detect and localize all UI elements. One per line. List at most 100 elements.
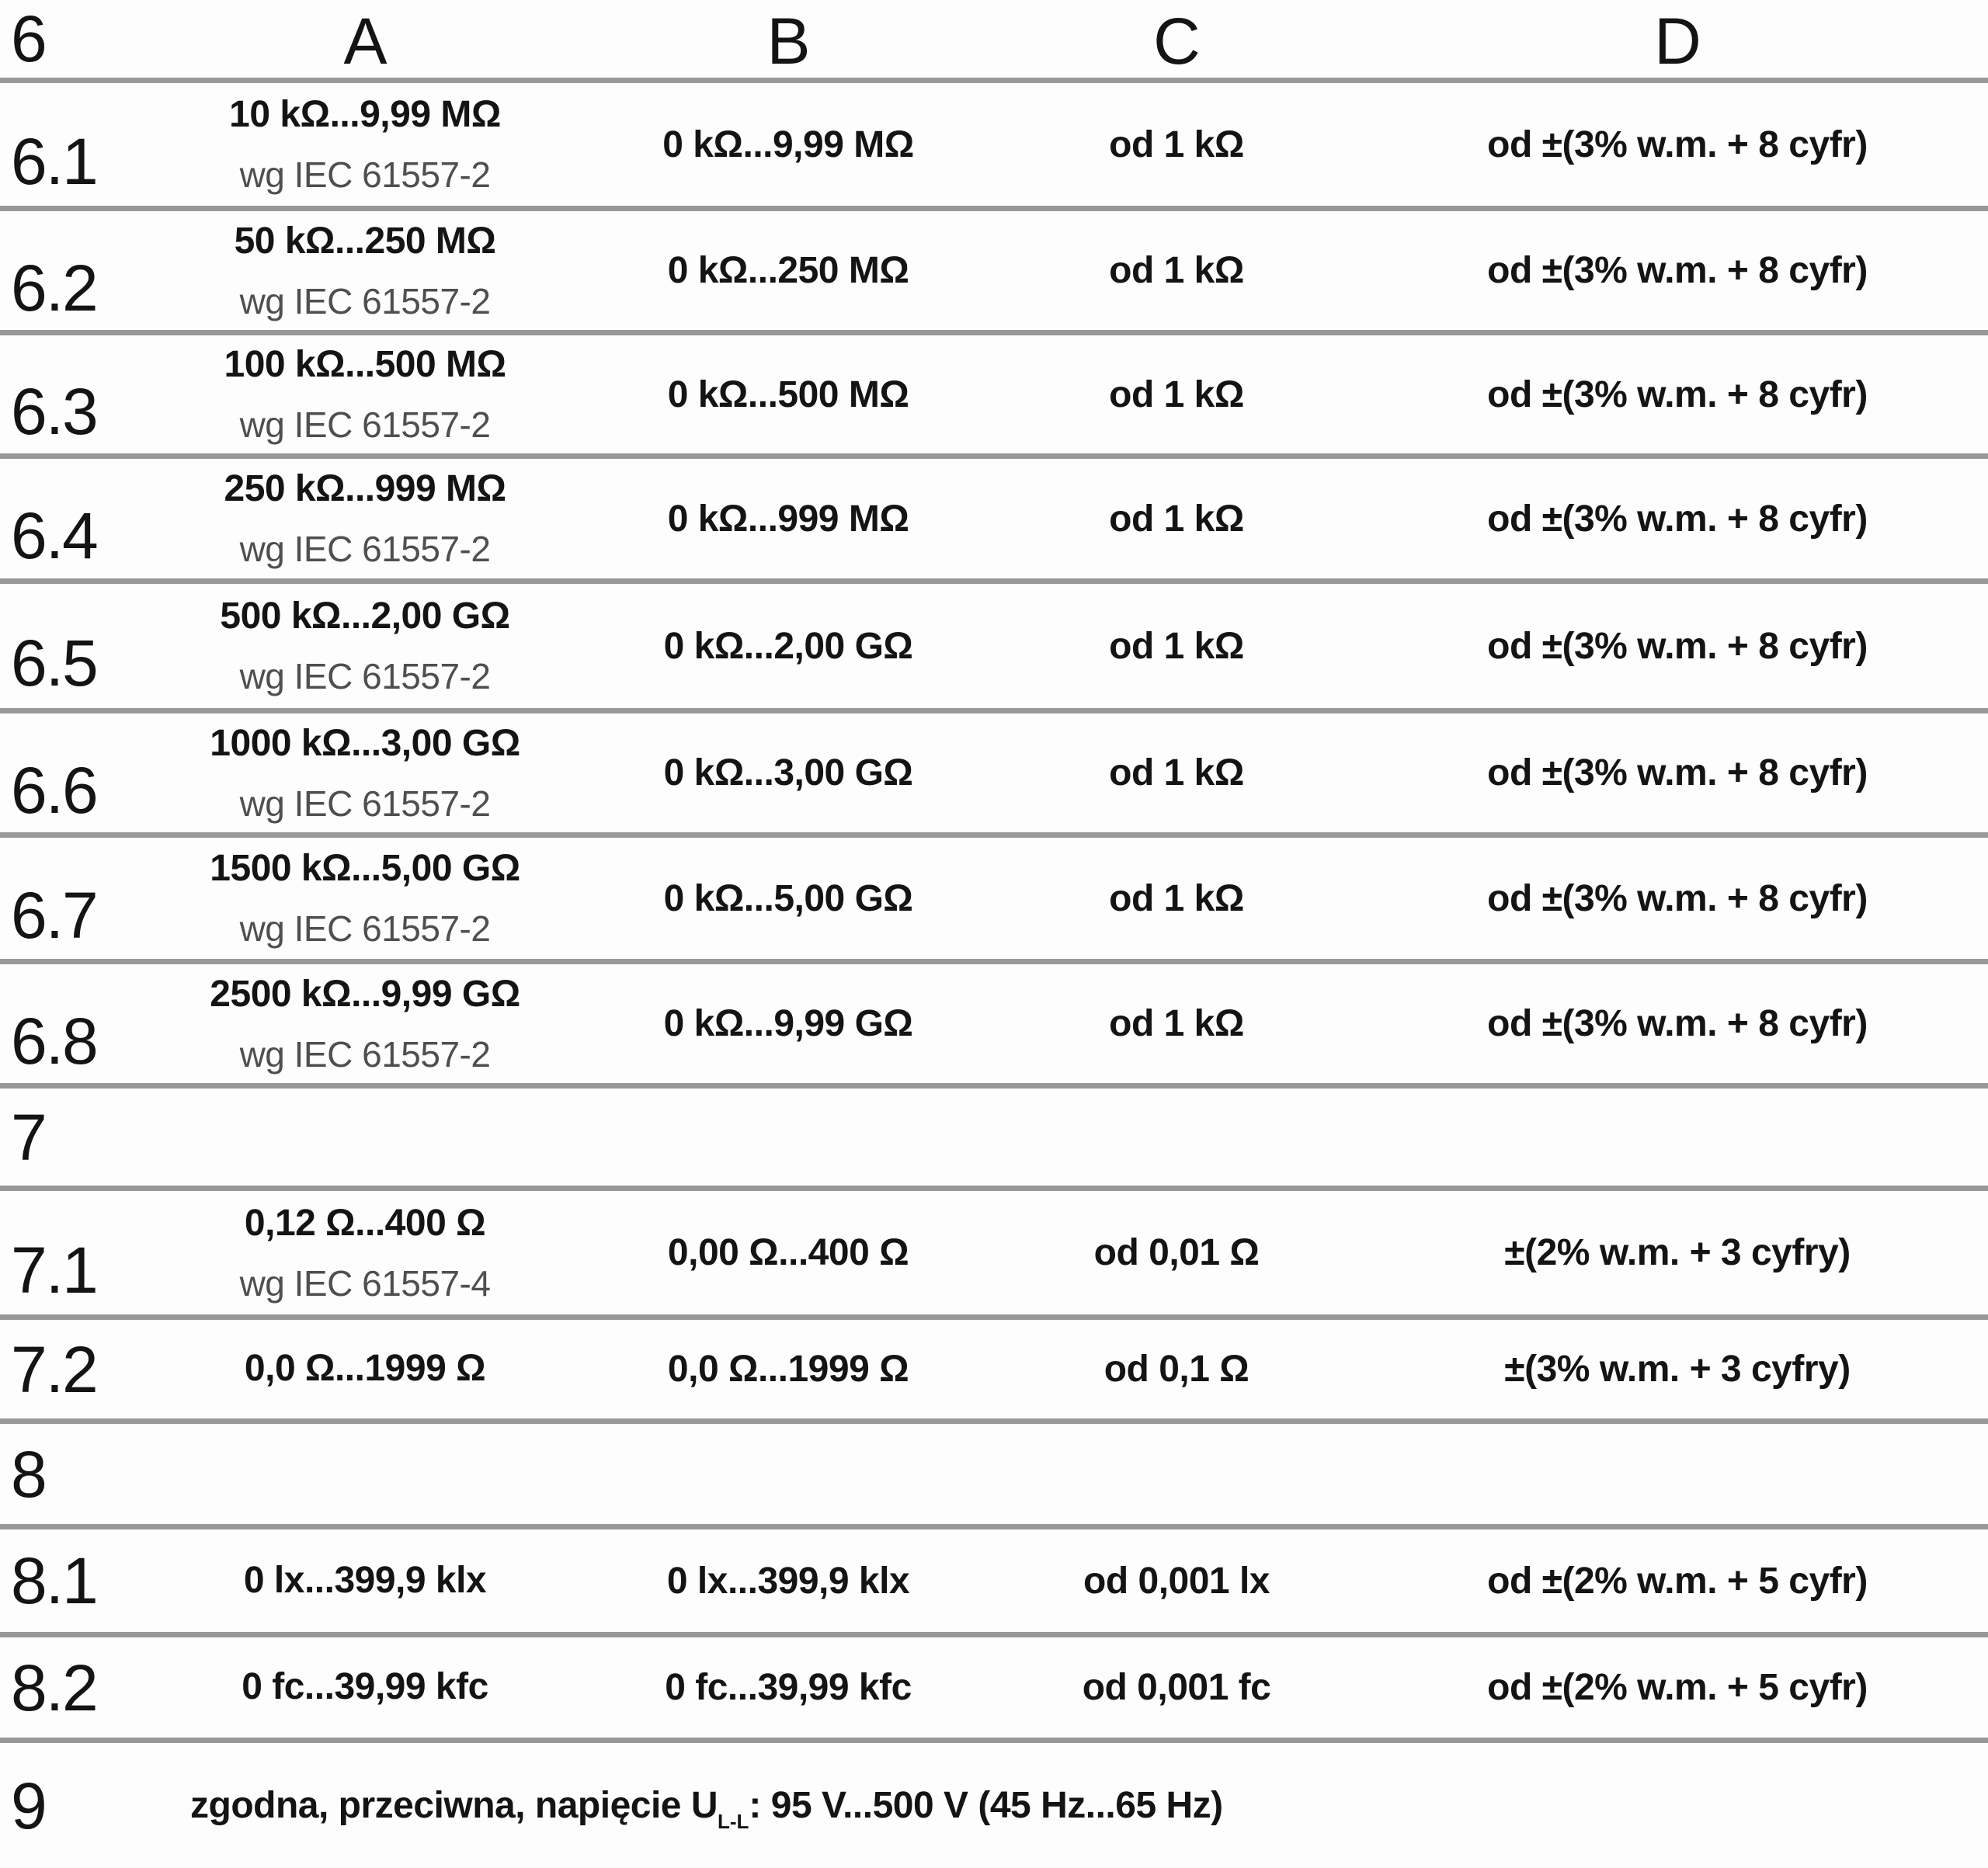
col-b-value: 0 fc...39,99 kfc (665, 1667, 912, 1708)
range-standard: wg IEC 61557-2 (239, 908, 491, 950)
table-row: 6.2 50 kΩ...250 MΩ wg IEC 61557-2 0 kΩ..… (0, 206, 1988, 330)
col-c-value: od 1 kΩ (1109, 373, 1244, 415)
range-standard: wg IEC 61557-4 (239, 1262, 491, 1304)
section-number: 8 (11, 1437, 47, 1511)
range-standard: wg IEC 61557-2 (239, 155, 491, 196)
col-b-value: 0,00 Ω...400 Ω (667, 1232, 909, 1273)
row-id: 8.1 (11, 1544, 99, 1617)
table-row: 6.6 1000 kΩ...3,00 GΩ wg IEC 61557-2 0 k… (0, 708, 1988, 832)
col-c-value: od 1 kΩ (1109, 752, 1244, 793)
col-a-cell: 10 kΩ...9,99 MΩ wg IEC 61557-2 (140, 94, 590, 196)
note-suffix: : 95 V...500 V (45 Hz...65 Hz) (749, 1785, 1223, 1826)
col-d-value: od ±(3% w.m. + 8 cyfr) (1487, 1003, 1868, 1044)
col-d-value: ±(3% w.m. + 3 cyfry) (1504, 1349, 1851, 1390)
col-c-value: od 0,01 Ω (1093, 1232, 1260, 1273)
col-a-cell: 100 kΩ...500 MΩ wg IEC 61557-2 (140, 344, 590, 446)
row-id: 6.3 (11, 375, 99, 448)
table-row: 6.1 10 kΩ...9,99 MΩ wg IEC 61557-2 0 kΩ.… (0, 78, 1988, 206)
col-d-value: od ±(3% w.m. + 8 cyfr) (1487, 123, 1868, 165)
col-d-value: od ±(3% w.m. + 8 cyfr) (1487, 373, 1868, 415)
range-primary: 50 kΩ...250 MΩ (234, 220, 496, 262)
range-primary: 0,12 Ω...400 Ω (244, 1202, 486, 1244)
range-standard: wg IEC 61557-2 (239, 280, 491, 321)
col-b-value: 0 kΩ...2,00 GΩ (663, 625, 913, 667)
col-b-value: 0 kΩ...999 MΩ (667, 498, 909, 540)
table-row: 6.7 1500 kΩ...5,00 GΩ wg IEC 61557-2 0 k… (0, 832, 1988, 959)
range-standard: wg IEC 61557-2 (239, 529, 491, 570)
table-row: 6.3 100 kΩ...500 MΩ wg IEC 61557-2 0 kΩ.… (0, 330, 1988, 453)
col-a-cell: 2500 kΩ...9,99 GΩ wg IEC 61557-2 (140, 974, 590, 1073)
range-primary: 250 kΩ...999 MΩ (224, 468, 507, 510)
column-header-a: A (343, 5, 387, 78)
row-id: 6.7 (11, 879, 99, 952)
col-a-cell: 1500 kΩ...5,00 GΩ wg IEC 61557-2 (140, 848, 590, 950)
row-id: 6.2 (11, 251, 99, 325)
col-a-cell: 250 kΩ...999 MΩ wg IEC 61557-2 (140, 469, 590, 568)
range-standard: wg IEC 61557-2 (239, 656, 491, 697)
col-d-value: od ±(3% w.m. + 8 cyfr) (1487, 877, 1868, 919)
col-b-value: 0 kΩ...9,99 GΩ (663, 1003, 913, 1044)
col-a-cell: 0 fc...39,99 kfc (140, 1666, 590, 1708)
col-d-value: od ±(3% w.m. + 8 cyfr) (1487, 625, 1868, 667)
table-row: 6.5 500 kΩ...2,00 GΩ wg IEC 61557-2 0 kΩ… (0, 578, 1988, 708)
section-number: 9 (11, 1769, 47, 1842)
col-d-value: od ±(2% w.m. + 5 cyfr) (1487, 1667, 1868, 1708)
col-a-cell: 500 kΩ...2,00 GΩ wg IEC 61557-2 (140, 595, 590, 697)
col-c-value: od 1 kΩ (1109, 250, 1244, 291)
col-a-cell: 0,12 Ω...400 Ω wg IEC 61557-4 (140, 1203, 590, 1302)
col-a-cell: 1000 kΩ...3,00 GΩ wg IEC 61557-2 (140, 722, 590, 824)
range-standard: wg IEC 61557-2 (239, 1033, 491, 1075)
section-number: 6 (11, 2, 47, 75)
range-primary: 0 lx...399,9 klx (243, 1559, 487, 1601)
table-row: 8.1 0 lx...399,9 klx 0 lx...399,9 klx od… (0, 1524, 1988, 1632)
col-c-value: od 1 kΩ (1109, 625, 1244, 667)
col-b-value: 0 kΩ...9,99 MΩ (662, 123, 914, 165)
col-c-value: od 0,001 lx (1083, 1560, 1270, 1602)
range-primary: 10 kΩ...9,99 MΩ (229, 94, 501, 136)
range-primary: 2500 kΩ...9,99 GΩ (210, 973, 520, 1015)
section-row: 7 (0, 1083, 1988, 1186)
col-b-value: 0 kΩ...5,00 GΩ (663, 877, 913, 919)
row-id: 7.1 (11, 1233, 99, 1307)
section-row: 8 (0, 1418, 1988, 1524)
table-row: 7.2 0,0 Ω...1999 Ω 0,0 Ω...1999 Ω od 0,1… (0, 1314, 1988, 1418)
row-id: 6.5 (11, 627, 99, 700)
col-b-value: 0,0 Ω...1999 Ω (667, 1349, 909, 1390)
phase-sequence-note: zgodna, przeciwna, napięcie UL-L: 95 V..… (140, 1784, 1988, 1832)
table-row: 6.8 2500 kΩ...9,99 GΩ wg IEC 61557-2 0 k… (0, 959, 1988, 1083)
column-header-c: C (1153, 5, 1201, 78)
column-header-d: D (1654, 5, 1701, 78)
range-primary: 1500 kΩ...5,00 GΩ (210, 848, 520, 890)
col-b-value: 0 kΩ...3,00 GΩ (663, 752, 913, 793)
range-primary: 1000 kΩ...3,00 GΩ (210, 722, 520, 764)
range-primary: 500 kΩ...2,00 GΩ (220, 595, 510, 637)
row-id: 6.6 (11, 753, 99, 827)
col-c-value: od 1 kΩ (1109, 123, 1244, 165)
col-d-value: od ±(3% w.m. + 8 cyfr) (1487, 498, 1868, 540)
range-primary: 100 kΩ...500 MΩ (224, 344, 507, 386)
col-d-value: od ±(2% w.m. + 5 cyfr) (1487, 1560, 1868, 1602)
col-c-value: od 1 kΩ (1109, 498, 1244, 540)
col-b-value: 0 lx...399,9 klx (666, 1560, 910, 1602)
row-id: 6.8 (11, 1004, 99, 1078)
col-a-cell: 50 kΩ...250 MΩ wg IEC 61557-2 (140, 220, 590, 321)
row-id: 8.2 (11, 1651, 99, 1724)
table-row: 6.4 250 kΩ...999 MΩ wg IEC 61557-2 0 kΩ.… (0, 453, 1988, 578)
range-standard: wg IEC 61557-2 (239, 783, 491, 824)
col-a-cell: 0,0 Ω...1999 Ω (140, 1348, 590, 1390)
note-row: 9 zgodna, przeciwna, napięcie UL-L: 95 V… (0, 1738, 1988, 1868)
col-c-value: od 0,001 fc (1082, 1667, 1271, 1708)
col-c-value: od 1 kΩ (1109, 877, 1244, 919)
col-d-value: od ±(3% w.m. + 8 cyfr) (1487, 250, 1868, 291)
range-standard: wg IEC 61557-2 (239, 405, 491, 446)
col-b-value: 0 kΩ...250 MΩ (667, 250, 909, 291)
table-header-row: 6 A B C D (0, 0, 1988, 78)
table-row: 8.2 0 fc...39,99 kfc 0 fc...39,99 kfc od… (0, 1632, 1988, 1738)
col-d-value: od ±(3% w.m. + 8 cyfr) (1487, 752, 1868, 793)
col-c-value: od 1 kΩ (1109, 1003, 1244, 1044)
col-d-value: ±(2% w.m. + 3 cyfry) (1504, 1232, 1851, 1273)
note-subscript: L-L (718, 1810, 749, 1833)
note-prefix: zgodna, przeciwna, napięcie U (190, 1785, 718, 1826)
section-number: 7 (11, 1100, 47, 1174)
